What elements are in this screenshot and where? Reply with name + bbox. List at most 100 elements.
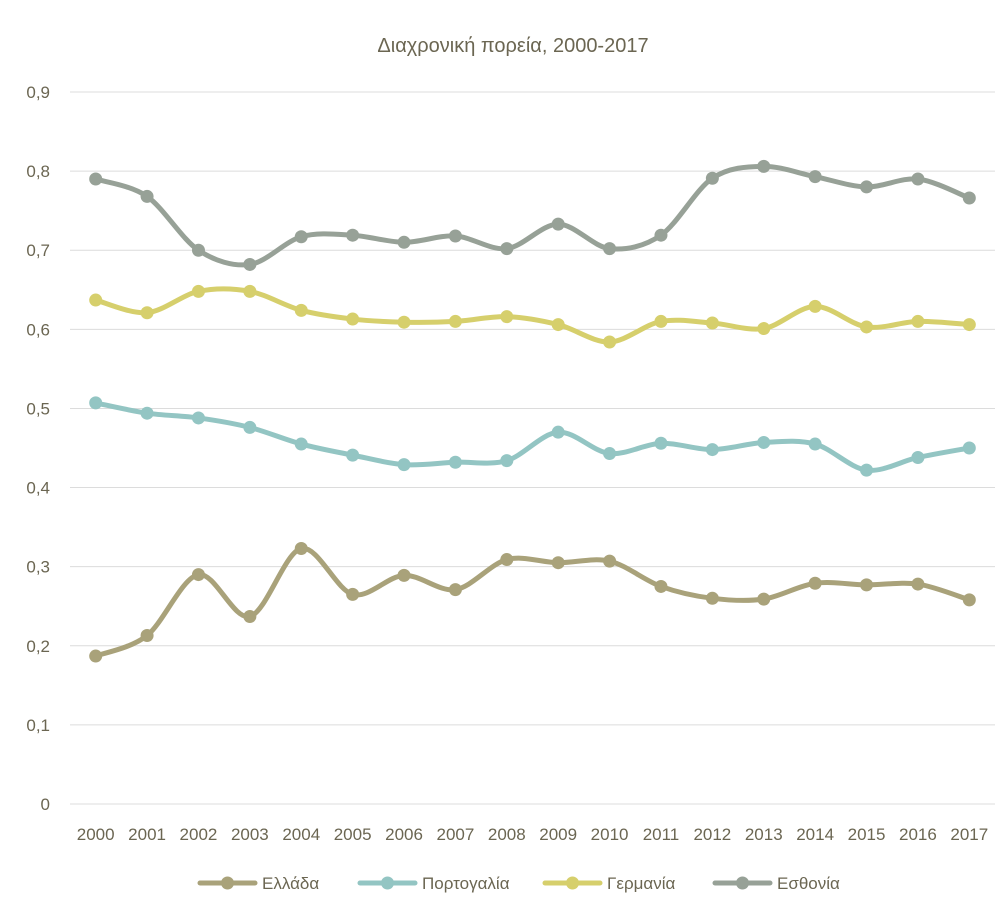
data-point: [860, 578, 874, 592]
series-4: [89, 159, 976, 271]
y-axis-ticks: 0 0,1 0,2 0,3 0,4 0,5 0,6 0,7 0,8 0,9: [26, 83, 50, 814]
data-point: [346, 448, 360, 462]
data-point: [911, 314, 925, 328]
data-point: [89, 172, 103, 186]
legend-item: Γερμανία: [542, 874, 676, 893]
data-point: [191, 568, 205, 582]
data-point: [551, 217, 565, 231]
series-line: [93, 400, 972, 473]
x-tick-label: 2007: [437, 825, 475, 844]
data-point: [757, 322, 771, 336]
x-tick-label: 2013: [745, 825, 783, 844]
data-point: [346, 312, 360, 326]
legend-swatch-marker: [566, 876, 579, 890]
y-tick-label: 0,5: [26, 399, 50, 418]
x-tick-label: 2009: [539, 825, 577, 844]
series-2: [89, 396, 976, 477]
data-point: [962, 441, 976, 455]
data-point: [191, 284, 205, 298]
series-line: [93, 286, 972, 345]
data-point: [397, 458, 411, 472]
data-point: [757, 592, 771, 606]
data-point: [397, 315, 411, 329]
data-point: [551, 318, 565, 332]
data-point: [860, 320, 874, 334]
data-point: [397, 235, 411, 249]
y-tick-label: 0,8: [26, 162, 50, 181]
data-point: [500, 454, 514, 468]
data-point: [551, 425, 565, 439]
data-point: [603, 242, 617, 256]
data-point: [448, 229, 462, 243]
data-point: [705, 316, 719, 330]
data-point: [962, 593, 976, 607]
legend-swatch-marker: [736, 876, 749, 890]
data-point: [603, 335, 617, 349]
data-point: [808, 299, 822, 313]
data-point: [294, 437, 308, 451]
legend-label: Πορτογαλία: [422, 874, 510, 893]
data-point: [448, 583, 462, 597]
gridlines: [70, 91, 995, 805]
data-point: [654, 228, 668, 242]
legend-label: Εσθονία: [777, 874, 840, 893]
legend: Ελλάδα Πορτογαλία Γερμανία Εσθονία: [197, 874, 840, 893]
x-tick-label: 2002: [180, 825, 218, 844]
y-tick-label: 0,9: [26, 83, 50, 102]
data-point: [243, 284, 257, 298]
x-tick-label: 2010: [591, 825, 629, 844]
data-point: [911, 450, 925, 464]
data-point: [603, 554, 617, 568]
data-point: [500, 242, 514, 256]
data-point: [397, 568, 411, 582]
data-point: [757, 159, 771, 173]
legend-item: Πορτογαλία: [357, 874, 510, 893]
series-1: [89, 541, 976, 663]
legend-label: Ελλάδα: [262, 874, 319, 893]
data-point: [705, 443, 719, 457]
data-point: [654, 579, 668, 593]
data-point: [89, 396, 103, 410]
data-point: [808, 437, 822, 451]
y-tick-label: 0,4: [26, 479, 50, 498]
data-point: [89, 649, 103, 663]
data-point: [294, 230, 308, 244]
data-point: [500, 310, 514, 324]
x-tick-label: 2015: [848, 825, 886, 844]
data-point: [757, 435, 771, 449]
data-point: [140, 628, 154, 642]
y-tick-label: 0,2: [26, 637, 50, 656]
data-point: [705, 171, 719, 185]
data-point: [551, 556, 565, 570]
x-axis-ticks: 2000 2001 2002 2003 2004 2005 2006 2007 2008 2009…: [77, 825, 988, 844]
y-tick-label: 0,1: [26, 716, 50, 735]
y-tick-label: 0,3: [26, 558, 50, 577]
x-tick-label: 2006: [385, 825, 423, 844]
x-tick-label: 2012: [693, 825, 731, 844]
data-point: [191, 411, 205, 425]
data-point: [346, 228, 360, 242]
legend-label: Γερμανία: [607, 874, 676, 893]
data-point: [705, 591, 719, 605]
data-point: [346, 587, 360, 601]
data-point: [962, 191, 976, 205]
data-point: [654, 436, 668, 450]
y-tick-label: 0,6: [26, 320, 50, 339]
data-point: [500, 553, 514, 567]
legend-swatch-marker: [381, 876, 394, 890]
series-layer: [89, 159, 976, 663]
data-point: [808, 170, 822, 184]
x-tick-label: 2011: [643, 825, 680, 844]
data-point: [140, 406, 154, 420]
x-tick-label: 2003: [231, 825, 269, 844]
chart-title: Διαχρονική πορεία, 2000-2017: [377, 35, 648, 57]
series-line: [93, 545, 972, 659]
data-point: [911, 577, 925, 591]
data-point: [140, 306, 154, 320]
y-tick-label: 0: [41, 795, 50, 814]
x-tick-label: 2016: [899, 825, 937, 844]
legend-item: Εσθονία: [712, 874, 840, 893]
x-tick-label: 2014: [796, 825, 834, 844]
data-point: [911, 172, 925, 186]
